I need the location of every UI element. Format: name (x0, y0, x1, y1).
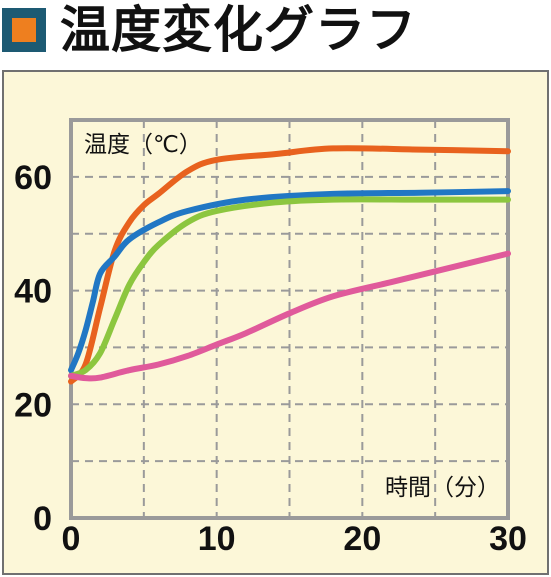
grid-layer (69, 118, 510, 520)
y-axis-label: 温度（℃） (84, 131, 202, 157)
x-tick-label: 20 (343, 520, 381, 558)
x-tick-label: 0 (62, 520, 81, 558)
x-tick-label: 10 (198, 520, 236, 558)
chart-panel: 0 20 40 60 0 10 20 30 温度（℃） 時間（分） (2, 70, 549, 575)
series-layer (68, 145, 511, 385)
series-line-1 (68, 145, 511, 385)
y-tick-label: 60 (14, 159, 52, 197)
x-axis-label: 時間（分） (385, 474, 500, 500)
series-line-4 (68, 250, 511, 382)
temperature-chart: 0 20 40 60 0 10 20 30 温度（℃） 時間（分） (14, 118, 527, 558)
y-tick-label: 0 (33, 500, 52, 538)
square-bullet-icon (2, 8, 46, 52)
x-tick-label: 30 (489, 520, 527, 558)
square-bullet-inner (12, 18, 36, 42)
y-tick-label: 40 (14, 273, 52, 311)
y-tick-label: 20 (14, 386, 52, 424)
header: 温度変化グラフ (0, 0, 551, 62)
plot-frame (69, 118, 510, 520)
page-title: 温度変化グラフ (60, 1, 417, 59)
label-layer: 0 20 40 60 0 10 20 30 温度（℃） 時間（分） (14, 131, 527, 558)
series-line-2 (68, 188, 511, 374)
series-line-3 (68, 196, 511, 379)
